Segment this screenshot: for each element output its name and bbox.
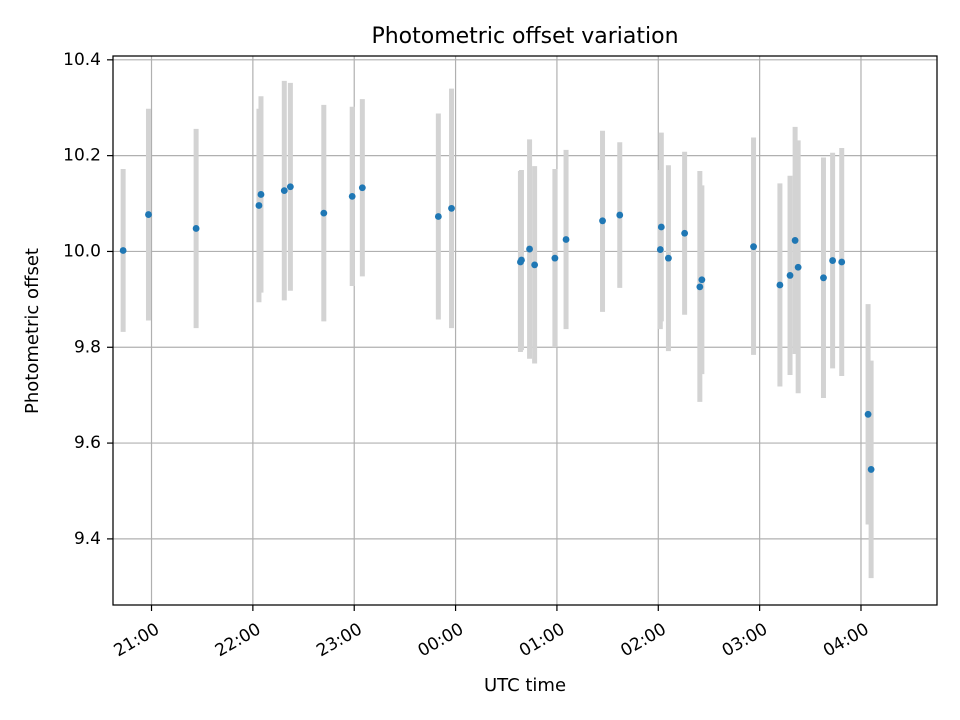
data-point <box>119 247 127 254</box>
y-tick-label: 10.0 <box>63 241 101 261</box>
data-point <box>348 192 356 200</box>
data-points <box>119 183 875 473</box>
data-point <box>518 256 525 264</box>
data-point <box>656 246 664 253</box>
y-axis-label: Photometric offset <box>22 248 43 414</box>
data-point <box>696 283 704 291</box>
y-axis-ticks: 9.4 9.6 9.8 10.0 10.2 10.4 <box>63 50 113 549</box>
data-point <box>657 223 665 231</box>
data-point <box>255 202 263 209</box>
data-point <box>750 243 757 251</box>
data-point <box>599 217 606 225</box>
x-axis-label: UTC time <box>484 675 566 696</box>
y-tick-label: 9.4 <box>74 529 101 549</box>
data-point <box>867 466 875 473</box>
data-point <box>551 254 559 262</box>
data-point <box>698 276 706 284</box>
data-point <box>358 184 366 192</box>
data-point <box>838 258 846 266</box>
plot-frame <box>112 55 938 606</box>
data-point <box>786 272 794 279</box>
y-tick-label: 9.6 <box>74 433 101 453</box>
data-point <box>776 281 784 289</box>
data-point <box>192 225 200 232</box>
y-tick-label: 10.2 <box>63 146 101 166</box>
data-point <box>829 257 837 264</box>
data-point <box>320 209 328 217</box>
data-point <box>448 204 455 212</box>
data-point <box>820 274 827 282</box>
plot-area <box>113 56 937 605</box>
y-tick-label: 10.4 <box>63 50 101 70</box>
data-point <box>864 410 872 418</box>
data-point <box>286 183 294 191</box>
data-point <box>526 245 533 253</box>
y-tick-label: 9.8 <box>74 337 101 357</box>
data-point <box>562 236 570 243</box>
data-point <box>794 263 802 271</box>
data-point <box>681 229 689 237</box>
data-point <box>434 213 442 220</box>
data-point <box>145 211 152 218</box>
data-point <box>531 261 539 269</box>
data-point <box>257 191 265 198</box>
data-point <box>280 187 288 195</box>
data-point <box>665 254 672 262</box>
data-point <box>791 237 799 244</box>
data-point <box>616 211 624 219</box>
chart-title: Photometric offset variation <box>371 24 678 49</box>
